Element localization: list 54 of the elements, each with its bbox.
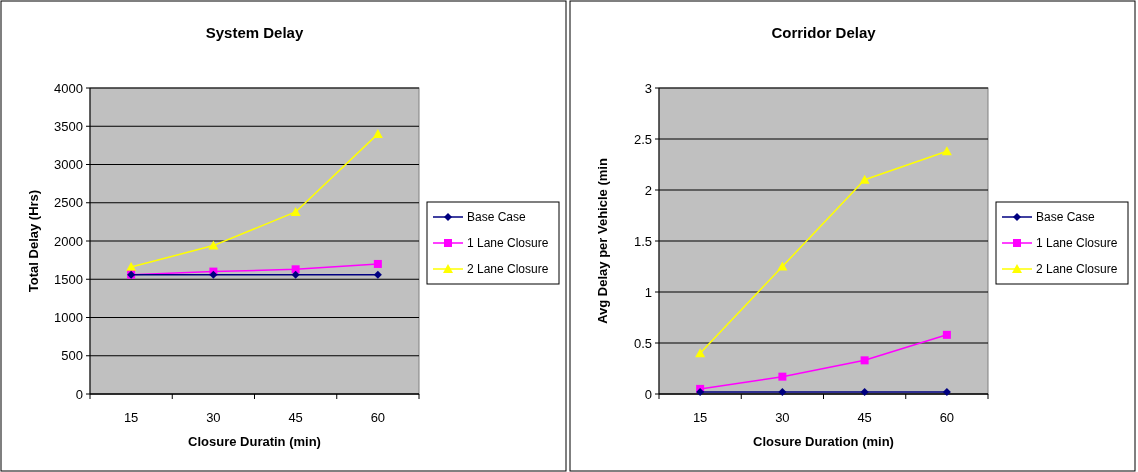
y-tick-label: 3000	[54, 157, 83, 173]
point	[859, 174, 870, 184]
y-tick-label: 0.5	[633, 335, 652, 351]
x-tick-label: 30	[206, 410, 221, 425]
y-tick-label: 1000	[54, 310, 83, 326]
y-tick-label: 1	[644, 284, 652, 300]
point	[290, 206, 301, 216]
point	[777, 261, 788, 271]
point	[291, 265, 300, 274]
y-tick-label: 3500	[54, 118, 83, 134]
y-tick-label: 1500	[54, 271, 83, 287]
point	[126, 262, 137, 272]
point	[778, 387, 787, 396]
legend-label: Base Case	[467, 210, 527, 225]
x-tick-label: 30	[775, 410, 790, 425]
y-axis-title: Avg Delay per Vehicle (min	[595, 158, 610, 324]
point	[208, 240, 219, 250]
chart-title: System Delay	[205, 24, 304, 41]
point	[372, 128, 383, 138]
y-tick-label: 4000	[54, 80, 83, 96]
x-tick-label: 60	[939, 410, 955, 425]
x-tick-label: 15	[692, 410, 708, 425]
point	[778, 372, 787, 381]
point	[941, 146, 952, 156]
x-axis-title: Closure Duration (min)	[753, 434, 894, 449]
legend-label: 2 Lane Closure	[467, 262, 549, 277]
x-axis-title: Closure Duratin (min)	[188, 434, 321, 449]
y-tick-label: 0	[644, 386, 652, 402]
point	[373, 270, 382, 279]
legend-label: 1 Lane Closure	[1036, 236, 1118, 251]
y-tick-label: 2.5	[633, 131, 652, 147]
y-tick-label: 1.5	[633, 233, 652, 249]
y-tick-label: 500	[61, 348, 83, 364]
x-tick-label: 45	[857, 410, 872, 425]
chart-title: Corridor Delay	[771, 24, 877, 41]
point	[942, 387, 951, 396]
x-tick-label: 60	[370, 410, 386, 425]
y-axis-title: Total Delay (Hrs)	[26, 189, 41, 293]
legend-label: 1 Lane Closure	[467, 236, 549, 251]
point	[860, 356, 869, 365]
y-tick-label: 3	[644, 80, 652, 96]
y-tick-label: 2500	[54, 195, 83, 211]
x-tick-label: 45	[288, 410, 303, 425]
y-tick-label: 2000	[54, 233, 83, 249]
legend-label: 2 Lane Closure	[1036, 262, 1118, 277]
x-tick-label: 15	[123, 410, 139, 425]
y-tick-label: 2	[644, 182, 652, 198]
point	[695, 348, 706, 358]
legend-label: Base Case	[1036, 210, 1096, 225]
point	[291, 270, 300, 279]
point	[860, 387, 869, 396]
point	[942, 330, 951, 339]
y-tick-label: 0	[75, 386, 83, 402]
point	[373, 259, 382, 268]
